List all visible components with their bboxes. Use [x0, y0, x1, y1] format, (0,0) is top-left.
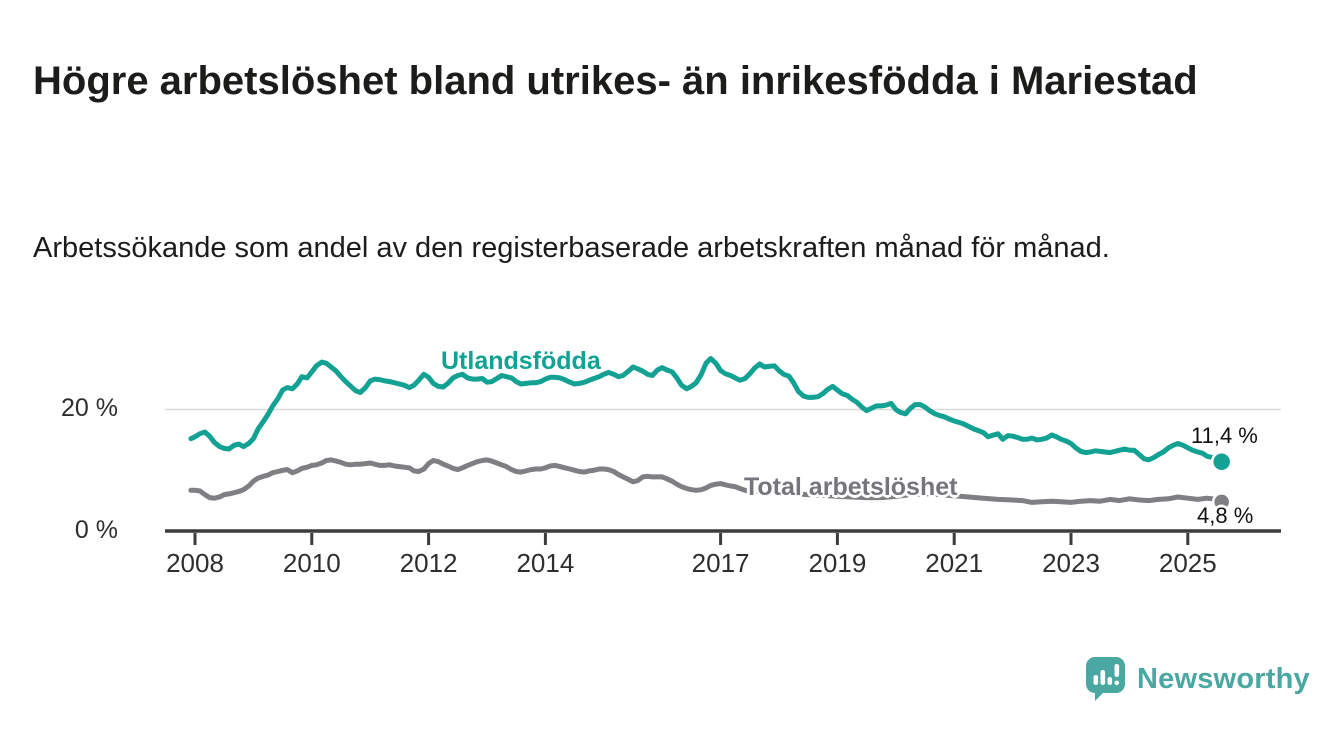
y-axis-label-20: 20 % [61, 394, 118, 422]
series-label-total-arbetsloshet: Total arbetslöshet [744, 473, 958, 501]
end-point-marker-utlandsfodda [1210, 450, 1233, 473]
end-value-label-utlandsfodda: 11,4 % [1191, 423, 1258, 448]
x-axis-label: 2014 [516, 548, 574, 578]
x-axis-label: 2010 [283, 548, 341, 578]
x-axis-label: 2017 [692, 548, 750, 578]
page-title: Högre arbetslöshet bland utrikes- än inr… [33, 58, 1198, 103]
bar-chart-speech-bubble-icon [1086, 657, 1125, 701]
end-value-label-total: 4,8 % [1197, 503, 1254, 528]
x-axis-label: 2023 [1042, 548, 1100, 578]
newsworthy-wordmark: Newsworthy [1137, 662, 1310, 695]
page-subtitle: Arbetssökande som andel av den registerb… [33, 232, 1110, 264]
y-axis-label-0: 0 % [74, 516, 118, 544]
series-line-total [188, 457, 1225, 505]
x-axis-label: 2025 [1159, 548, 1217, 578]
end-point-marker-total [1211, 492, 1232, 512]
newsworthy-logo: Newsworthy [1085, 656, 1310, 702]
x-axis-label: 2019 [808, 548, 866, 578]
series-label-utlandsfodda: Utlandsfödda [441, 347, 601, 375]
x-axis-label: 2008 [166, 548, 224, 578]
series-line-utlandsfodda [188, 356, 1225, 465]
x-axis-label: 2021 [925, 548, 983, 578]
x-axis-label: 2012 [400, 548, 458, 578]
